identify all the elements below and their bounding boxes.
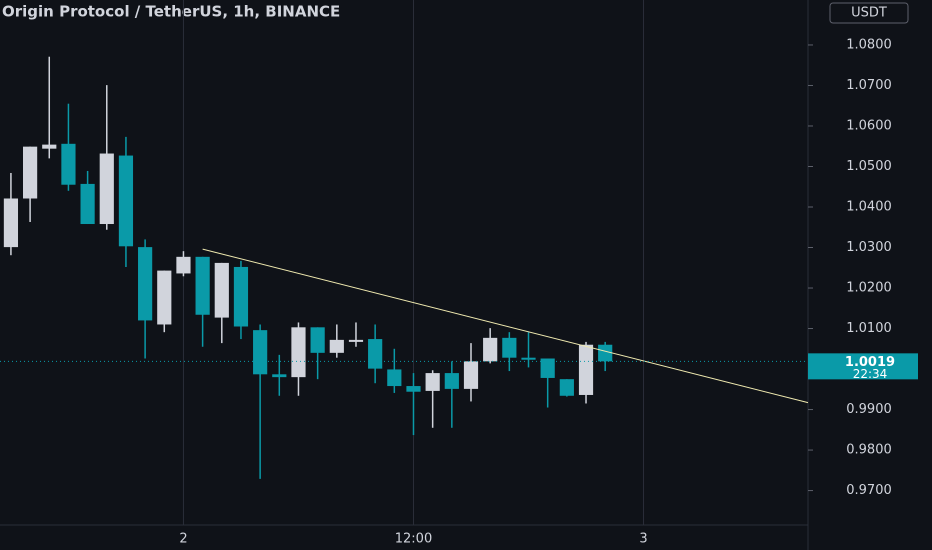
x-tick-label: 3 xyxy=(639,532,647,547)
y-tick-label: 1.0200 xyxy=(846,281,892,296)
candle-body xyxy=(42,144,57,149)
candle-body xyxy=(521,357,536,360)
candle-body xyxy=(23,146,38,199)
candle-body xyxy=(444,373,459,389)
candle-body xyxy=(425,373,440,391)
candle-body xyxy=(138,247,153,321)
y-tick-label: 0.9800 xyxy=(846,443,892,458)
candle-body xyxy=(253,330,268,375)
candle-body xyxy=(598,344,613,362)
candle-body xyxy=(157,270,172,325)
candle-body xyxy=(118,155,134,247)
candle-body xyxy=(368,339,383,369)
currency-box[interactable] xyxy=(829,2,909,24)
y-tick-label: 1.0300 xyxy=(846,240,892,255)
y-tick-label: 0.9900 xyxy=(846,402,892,417)
candle-body xyxy=(310,327,325,353)
candle-body xyxy=(272,374,287,378)
candle-body xyxy=(233,266,249,327)
candle-body xyxy=(502,337,517,358)
candle-body xyxy=(463,361,479,389)
candle-body xyxy=(80,183,95,225)
candle-body xyxy=(387,369,402,387)
candle-body xyxy=(99,153,114,225)
candle-body xyxy=(559,379,574,396)
last-price-label: 1.0019 xyxy=(845,355,895,370)
y-tick-label: 1.0600 xyxy=(846,118,892,133)
candle-body xyxy=(3,198,19,248)
candle-body xyxy=(406,386,421,392)
x-tick-label: 2 xyxy=(179,532,187,547)
countdown: 22:34 xyxy=(853,367,888,381)
candle-body xyxy=(214,262,229,318)
candle-body xyxy=(540,358,555,378)
candle-body xyxy=(195,256,210,315)
y-tick-label: 1.0500 xyxy=(846,159,892,174)
y-tick-label: 1.0100 xyxy=(846,321,892,336)
candle-body xyxy=(176,256,191,274)
candle-body xyxy=(348,339,364,342)
y-tick-label: 1.0700 xyxy=(846,78,892,93)
last-price-box xyxy=(808,353,918,380)
trendline xyxy=(202,248,809,404)
candle-body xyxy=(483,337,498,362)
currency[interactable]: USDT xyxy=(851,6,887,21)
candle-body xyxy=(329,339,344,353)
y-tick-label: 0.9700 xyxy=(846,483,892,498)
chart-title: Origin Protocol / TetherUS, 1h, BINANCE xyxy=(2,3,340,21)
candle-body xyxy=(578,344,594,395)
y-tick-label: 1.0400 xyxy=(846,200,892,215)
candle-body xyxy=(291,327,306,378)
y-tick-label: 1.0800 xyxy=(846,37,892,52)
candle-body xyxy=(61,143,76,185)
x-tick-label: 12:00 xyxy=(395,532,432,547)
